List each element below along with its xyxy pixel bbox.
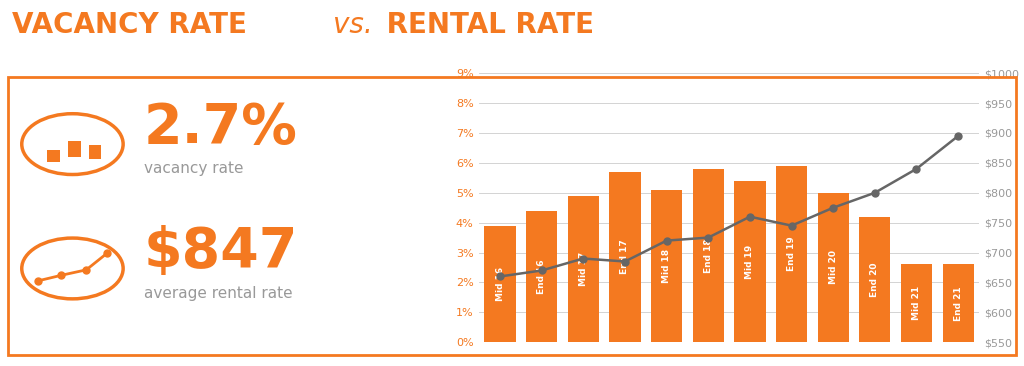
- Text: End 20: End 20: [870, 262, 880, 297]
- Text: Mid 19: Mid 19: [745, 244, 755, 279]
- Bar: [651, 190, 682, 342]
- Bar: [68, 141, 81, 157]
- Bar: [942, 265, 974, 342]
- Text: Mid 16: Mid 16: [496, 267, 505, 301]
- Text: Mid 17: Mid 17: [579, 252, 588, 286]
- Text: VACANCY RATE: VACANCY RATE: [12, 11, 257, 39]
- Bar: [776, 166, 807, 342]
- Text: End 18: End 18: [703, 238, 713, 273]
- Bar: [859, 217, 891, 342]
- Text: Mid 20: Mid 20: [828, 250, 838, 284]
- Text: End 21: End 21: [953, 286, 963, 321]
- Bar: [526, 211, 557, 342]
- Bar: [901, 265, 932, 342]
- Bar: [567, 196, 599, 342]
- Text: End 19: End 19: [787, 237, 796, 272]
- Text: $847: $847: [143, 225, 298, 279]
- Bar: [484, 225, 516, 342]
- Text: vs.: vs.: [333, 11, 373, 39]
- Bar: [89, 146, 101, 159]
- Text: Mid 21: Mid 21: [912, 286, 921, 320]
- Bar: [817, 193, 849, 342]
- Bar: [47, 150, 60, 162]
- Bar: [609, 172, 641, 342]
- Text: vacancy rate: vacancy rate: [143, 161, 244, 176]
- Text: Mid 18: Mid 18: [663, 249, 671, 283]
- Text: 2.7%: 2.7%: [143, 101, 298, 154]
- Text: RENTAL RATE: RENTAL RATE: [377, 11, 594, 39]
- Text: End 16: End 16: [538, 259, 546, 294]
- Bar: [734, 181, 766, 342]
- Text: average rental rate: average rental rate: [143, 286, 293, 301]
- Bar: [692, 169, 724, 342]
- Text: End 17: End 17: [621, 240, 630, 274]
